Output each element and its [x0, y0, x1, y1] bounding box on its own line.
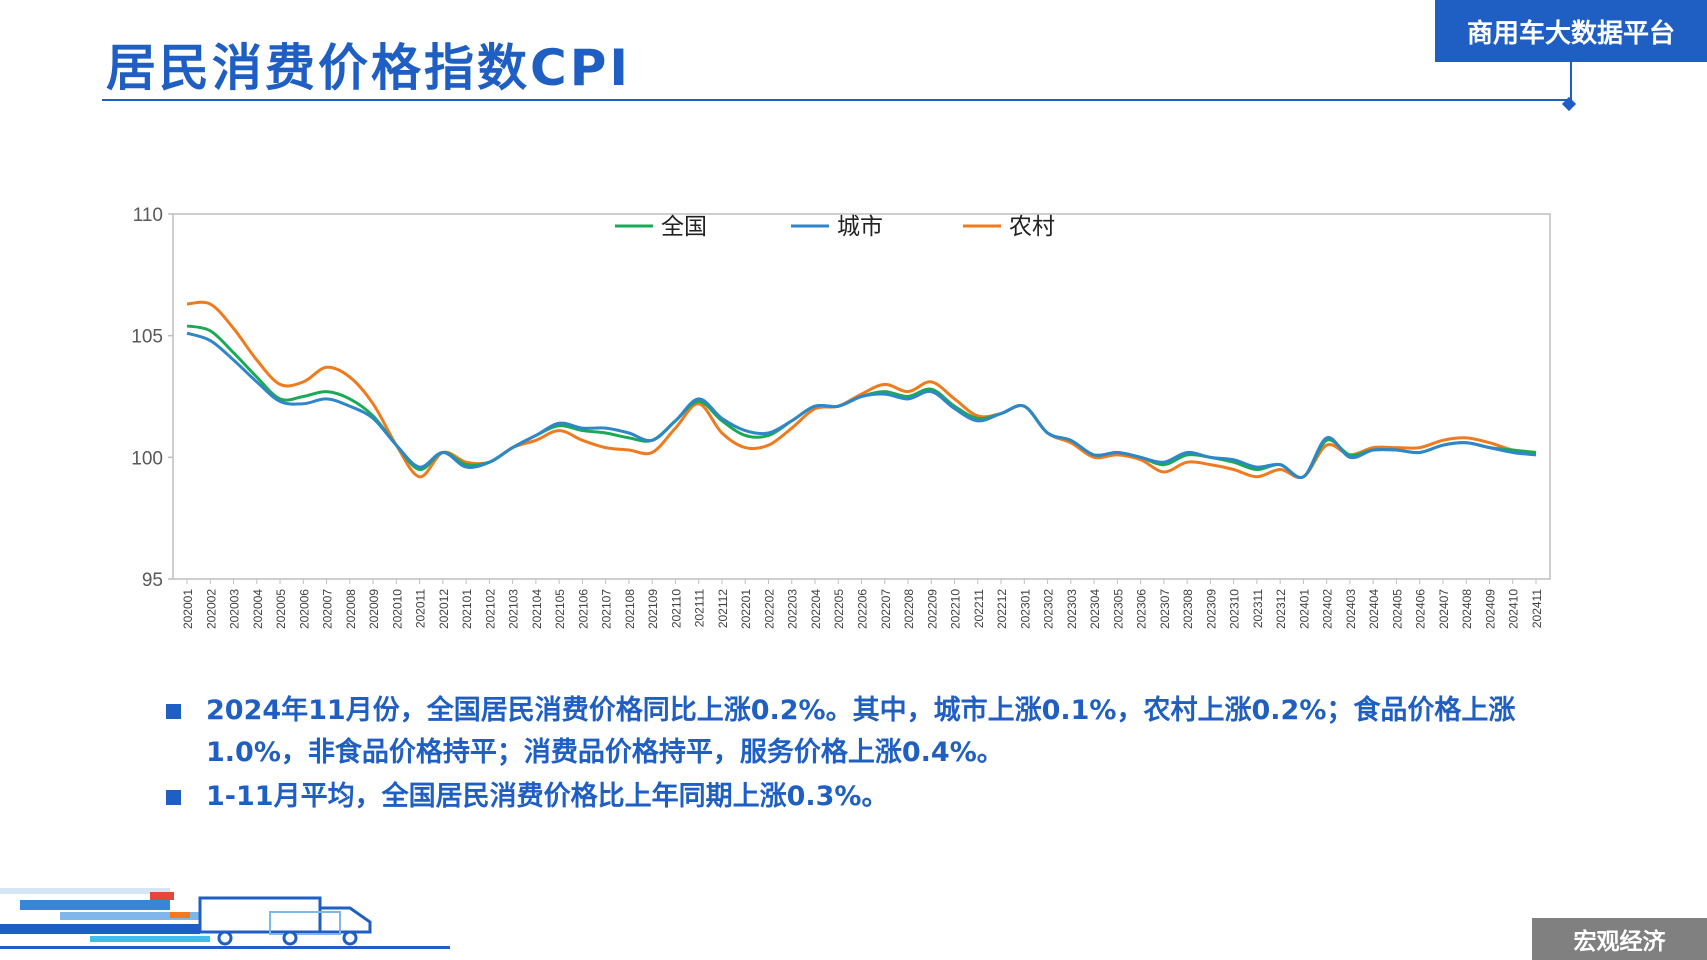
x-tick-label: 202103 [507, 589, 521, 629]
legend-label: 农村 [1009, 214, 1055, 240]
x-tick-label: 202202 [762, 589, 776, 629]
x-tick-label: 202108 [623, 589, 637, 629]
x-tick-label: 202001 [181, 589, 195, 629]
x-tick-label: 202306 [1135, 589, 1149, 629]
series-line-0 [186, 324, 1537, 479]
x-tick-label: 202101 [460, 589, 474, 629]
legend-label: 城市 [837, 214, 883, 240]
title-underline [102, 99, 1570, 101]
x-tick-label: 202205 [832, 589, 846, 629]
x-tick-label: 202207 [879, 589, 893, 629]
y-tick-label: 100 [131, 448, 163, 469]
y-tick-label: 105 [131, 327, 163, 348]
x-tick-label: 202307 [1158, 589, 1172, 629]
x-tick-label: 202403 [1344, 589, 1358, 629]
x-tick-label: 202007 [321, 589, 335, 629]
x-tick-label: 202406 [1414, 589, 1428, 629]
bullet-square-icon [166, 790, 181, 805]
x-tick-label: 202410 [1507, 589, 1521, 629]
x-tick-label: 202010 [390, 589, 404, 629]
x-tick-label: 202404 [1367, 589, 1381, 629]
x-tick-label: 202003 [228, 589, 242, 629]
x-tick-label: 202302 [1042, 589, 1056, 629]
x-tick-label: 202104 [530, 589, 544, 629]
x-tick-label: 202110 [669, 589, 683, 628]
x-tick-label: 202109 [646, 589, 660, 629]
x-tick-label: 202107 [600, 589, 614, 629]
x-tick-label: 202111 [693, 589, 707, 628]
legend-label: 全国 [661, 214, 707, 240]
x-tick-label: 202401 [1297, 589, 1311, 629]
x-tick-label: 202006 [297, 589, 311, 629]
x-tick-label: 202309 [1204, 589, 1218, 629]
x-tick-label: 202411 [1530, 589, 1544, 628]
summary-bullet: 2024年11月份，全国居民消费价格同比上涨0.2%。其中，城市上涨0.1%，农… [166, 690, 1556, 774]
x-tick-label: 202212 [995, 589, 1009, 629]
x-tick-label: 202210 [949, 589, 963, 629]
x-tick-label: 202211 [972, 589, 986, 628]
x-tick-label: 202011 [414, 589, 428, 628]
series-line-2 [186, 300, 1537, 480]
y-tick-label: 95 [142, 570, 163, 591]
x-tick-label: 202004 [251, 589, 265, 629]
x-tick-label: 202203 [786, 589, 800, 629]
x-tick-label: 202407 [1437, 589, 1451, 629]
x-tick-label: 202308 [1181, 589, 1195, 629]
x-tick-label: 202303 [1065, 589, 1079, 629]
x-tick-label: 202012 [437, 589, 451, 629]
x-tick-label: 202301 [1018, 589, 1032, 629]
summary-text: 1-11月平均，全国居民消费价格比上年同期上涨0.3%。 [206, 781, 889, 812]
x-tick-label: 202102 [483, 589, 497, 629]
x-tick-label: 202106 [576, 589, 590, 629]
x-tick-label: 202304 [1088, 589, 1102, 629]
x-tick-label: 202206 [856, 589, 870, 629]
section-tag: 宏观经济 [1532, 918, 1707, 960]
x-tick-label: 202204 [809, 589, 823, 629]
x-tick-label: 202408 [1460, 589, 1474, 629]
x-tick-label: 202201 [739, 589, 753, 629]
x-tick-label: 202009 [367, 589, 381, 629]
x-tick-label: 202105 [553, 589, 567, 629]
x-tick-label: 202209 [925, 589, 939, 629]
x-tick-label: 202402 [1321, 589, 1335, 629]
x-tick-label: 202405 [1390, 589, 1404, 629]
x-tick-label: 202008 [344, 589, 358, 629]
y-tick-label: 110 [133, 205, 163, 226]
x-tick-label: 202311 [1251, 589, 1265, 628]
x-tick-label: 202305 [1111, 589, 1125, 629]
page-title: 居民消费价格指数CPI [106, 39, 631, 97]
x-tick-label: 202312 [1274, 589, 1288, 629]
x-tick-label: 202002 [204, 589, 218, 629]
x-tick-label: 202409 [1483, 589, 1497, 629]
x-tick-label: 202208 [902, 589, 916, 629]
summary-bullet: 1-11月平均，全国居民消费价格比上年同期上涨0.3%。 [166, 776, 1556, 818]
x-tick-label: 202310 [1228, 589, 1242, 629]
x-tick-label: 202005 [274, 589, 288, 629]
series-line-1 [186, 331, 1537, 480]
summary-notes: 2024年11月份，全国居民消费价格同比上涨0.2%。其中，城市上涨0.1%，农… [166, 690, 1556, 820]
bullet-square-icon [166, 704, 181, 719]
cpi-line-chart: 95 100 105 110 202001 202002 202003 202004 20200… [131, 205, 1551, 629]
truck-decoration [0, 888, 450, 949]
brand-connector [1570, 62, 1572, 104]
x-tick-label: 202112 [716, 589, 730, 628]
brand-badge: 商用车大数据平台 [1435, 0, 1707, 62]
summary-text: 2024年11月份，全国居民消费价格同比上涨0.2%。其中，城市上涨0.1%，农… [206, 695, 1516, 768]
